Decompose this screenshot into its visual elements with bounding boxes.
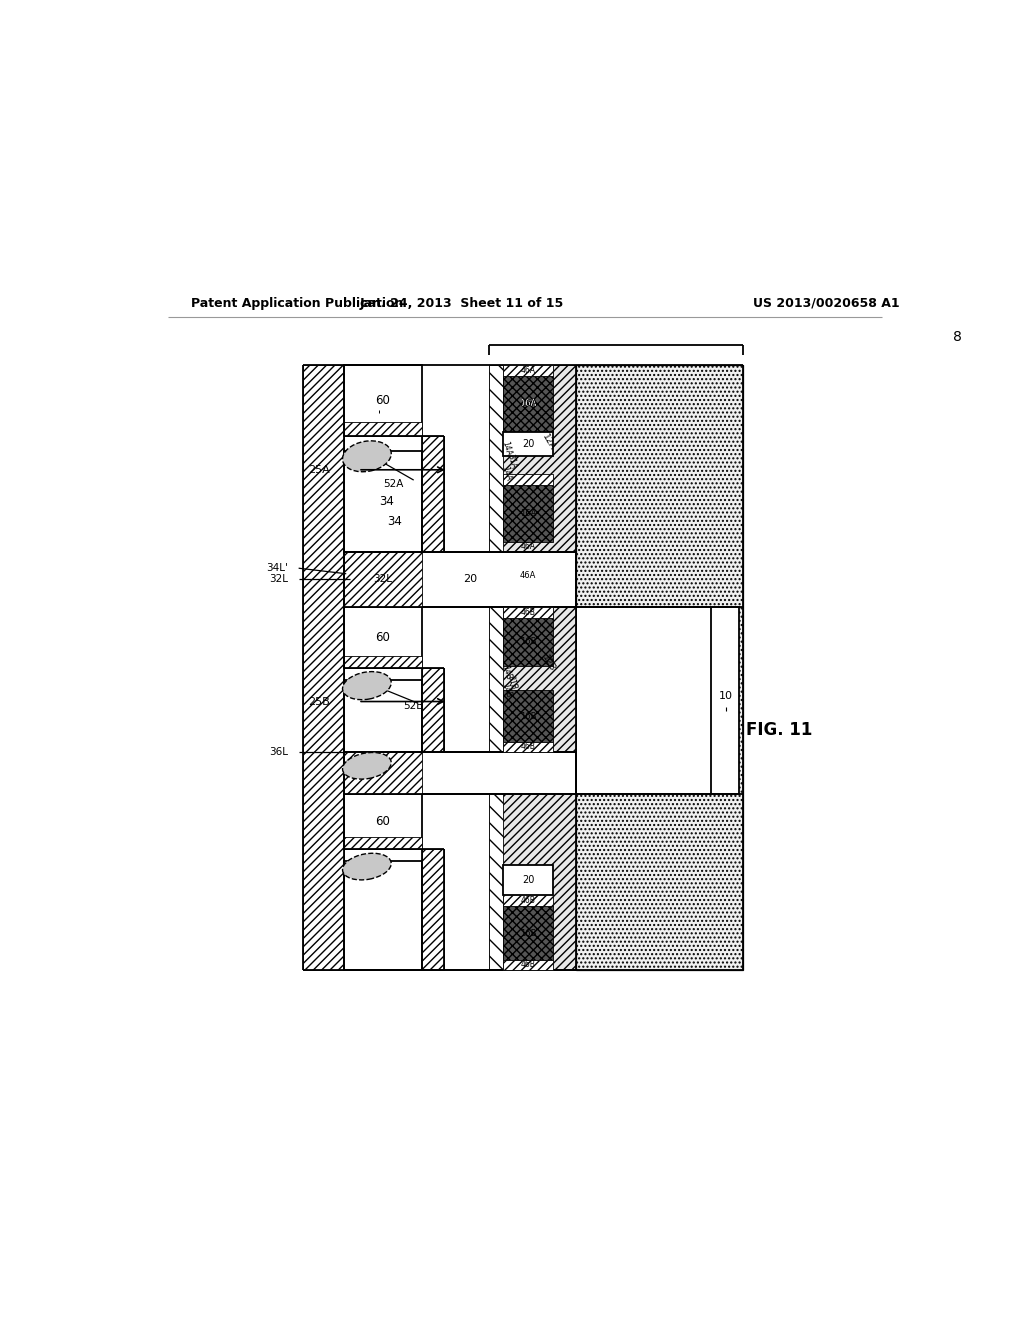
Text: 16A: 16A <box>520 400 537 408</box>
Bar <box>489 366 577 552</box>
Bar <box>504 865 553 895</box>
Text: 16B: 16B <box>520 638 537 647</box>
Text: 34: 34 <box>387 515 401 528</box>
Bar <box>344 552 577 607</box>
Text: 46A: 46A <box>520 366 536 375</box>
Bar <box>504 607 553 618</box>
Text: 52B: 52B <box>403 701 424 711</box>
Text: 46B: 46B <box>520 609 536 618</box>
Bar <box>577 607 739 793</box>
Text: 10: 10 <box>719 692 732 701</box>
Text: 52A: 52A <box>384 479 404 490</box>
Bar <box>344 680 422 751</box>
Text: 46B: 46B <box>520 961 536 969</box>
Ellipse shape <box>343 853 391 880</box>
Bar <box>504 960 553 970</box>
Text: 34: 34 <box>379 495 394 508</box>
Text: 32L: 32L <box>269 574 289 585</box>
Text: 60: 60 <box>376 631 390 644</box>
Text: 46A: 46A <box>520 543 536 552</box>
Text: 25B: 25B <box>308 697 331 706</box>
Text: 16A: 16A <box>520 510 537 517</box>
Bar <box>489 793 504 970</box>
Ellipse shape <box>343 752 391 779</box>
Text: 16B: 16B <box>520 711 537 721</box>
Bar <box>344 861 422 970</box>
Text: 20: 20 <box>464 574 477 585</box>
Text: 60: 60 <box>376 395 390 408</box>
Text: US 2013/0020658 A1: US 2013/0020658 A1 <box>753 297 900 310</box>
Bar <box>504 895 553 907</box>
Bar <box>504 474 553 484</box>
Text: Patent Application Publication: Patent Application Publication <box>191 297 403 310</box>
Bar <box>344 751 422 793</box>
Bar <box>344 793 422 849</box>
Ellipse shape <box>343 672 391 700</box>
Bar <box>344 837 422 849</box>
Text: 46A: 46A <box>520 570 537 579</box>
Bar <box>504 432 553 455</box>
Bar <box>504 618 553 665</box>
Bar <box>344 656 422 668</box>
Text: 46B: 46B <box>520 742 536 751</box>
Text: 32L: 32L <box>373 574 392 585</box>
Bar <box>344 422 422 437</box>
Text: 14B: 14B <box>501 682 513 700</box>
Bar <box>577 366 743 970</box>
Text: 8: 8 <box>953 330 963 345</box>
Bar <box>504 484 553 543</box>
Text: FIG. 11: FIG. 11 <box>745 721 812 739</box>
Bar <box>504 742 553 751</box>
Text: 14B: 14B <box>501 664 513 680</box>
Bar <box>489 607 577 751</box>
Bar <box>504 907 553 960</box>
Text: Jan. 24, 2013  Sheet 11 of 15: Jan. 24, 2013 Sheet 11 of 15 <box>359 297 563 310</box>
Text: 46B: 46B <box>520 896 536 906</box>
Text: 16B: 16B <box>520 929 537 937</box>
Bar <box>489 366 504 552</box>
Bar <box>489 793 577 970</box>
Text: 34L': 34L' <box>266 564 289 573</box>
Ellipse shape <box>342 441 391 471</box>
Bar <box>344 450 422 552</box>
Bar <box>344 607 422 668</box>
Text: 20: 20 <box>522 875 535 886</box>
Bar <box>344 366 422 437</box>
Text: 31B: 31B <box>505 675 517 690</box>
Bar <box>303 366 344 970</box>
Text: 12B: 12B <box>541 653 557 673</box>
Bar <box>344 751 577 793</box>
Bar <box>422 668 443 751</box>
Bar <box>504 366 553 376</box>
Text: 20: 20 <box>522 438 535 449</box>
Bar <box>344 552 422 607</box>
Text: 16A: 16A <box>521 400 538 408</box>
Bar <box>504 376 553 432</box>
Text: 25A: 25A <box>308 465 331 475</box>
Bar <box>504 690 553 742</box>
Text: 60: 60 <box>376 814 390 828</box>
Text: 14A: 14A <box>501 441 513 457</box>
Bar <box>422 437 443 552</box>
Bar <box>422 849 443 970</box>
Text: 14A: 14A <box>501 465 513 482</box>
Text: 36L: 36L <box>269 747 289 756</box>
Bar <box>489 607 504 751</box>
Text: 31A: 31A <box>505 454 517 470</box>
Text: 12A: 12A <box>541 433 557 453</box>
